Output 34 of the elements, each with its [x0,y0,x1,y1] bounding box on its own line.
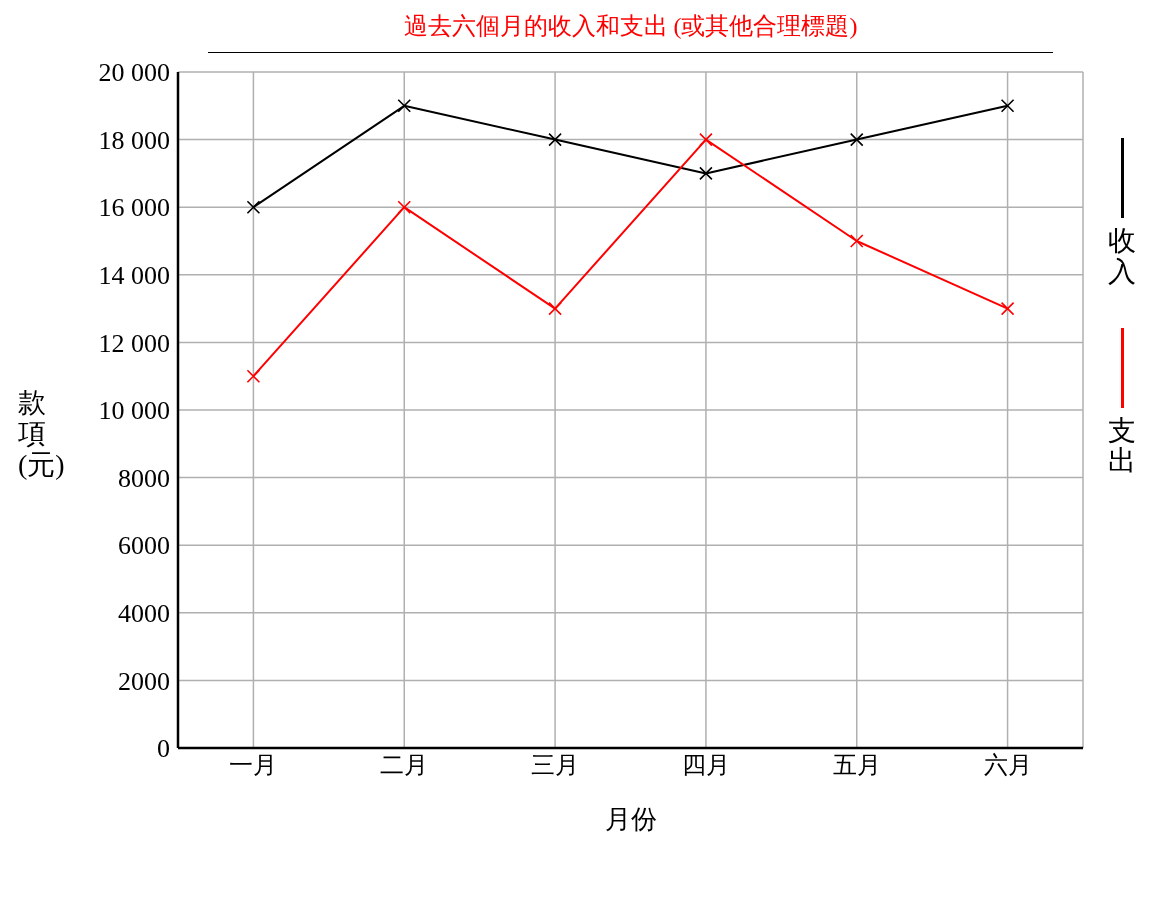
x-axis-title: 月份 [604,805,657,834]
point [548,301,562,316]
text: 收入 [1108,225,1136,288]
chart-title: 過去六個月的收入和支出 (或其他合理標題) [208,10,1053,53]
point [1000,99,1015,113]
y-tick-label: 18 000 [98,125,170,155]
point [397,200,412,214]
point [548,132,562,147]
y-tick-label: 20 000 [98,58,170,88]
y-tick-label: 4000 [118,599,170,629]
point [397,99,412,113]
x-tick-label: 二月 [380,752,429,779]
y-tick-label: 6000 [118,531,170,561]
point [849,132,864,147]
x-tick-label: 一月 [229,752,278,779]
x-tick-label: 三月 [531,752,580,779]
y-tick-label: 10 000 [98,396,170,426]
y-tick-label: 14 000 [98,261,170,291]
y-tick-label: 8000 [118,463,170,493]
text: 支出 [1108,414,1136,478]
y-tick-label: 12 000 [98,328,170,358]
x-tick-label: 五月 [832,752,881,779]
y-tick-label: 2000 [118,666,170,696]
y-tick-label: 0 [157,734,170,764]
y-axis-title: 款項 (元) [18,387,65,481]
point [246,200,261,214]
point [699,132,713,147]
point [246,369,261,383]
y-tick-label: 16 000 [98,193,170,223]
point [699,166,713,181]
point [849,234,864,248]
x-tick-label: 六月 [983,752,1032,779]
point [1000,301,1015,316]
x-tick-label: 四月 [681,752,730,779]
